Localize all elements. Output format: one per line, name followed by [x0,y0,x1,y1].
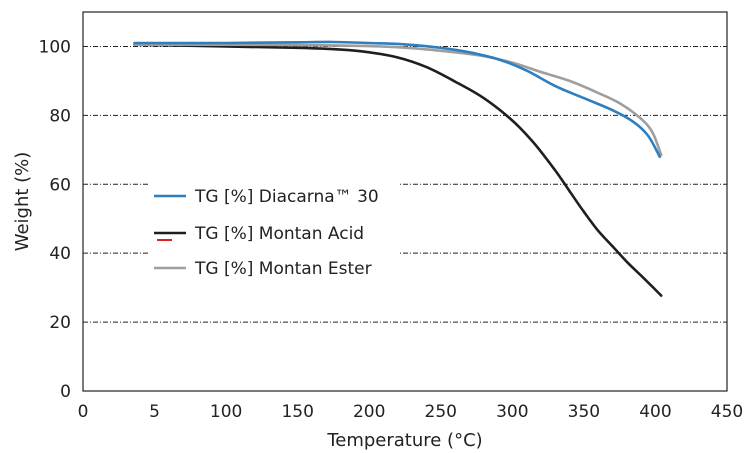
x-axis-label: Temperature (°C) [326,430,482,451]
x-tick-label: 150 [281,402,313,422]
legend-label: TG [%] Diacarna™ 30 [194,187,379,207]
legend-label: TG [%] Montan Acid [194,224,364,244]
legend-item: TG [%] Diacarna™ 30 [154,187,379,207]
x-tick-label: 250 [425,402,457,422]
legend-item: TG [%] Montan Acid [154,224,364,244]
series-lines [133,40,663,297]
x-tick-label: 200 [353,402,385,422]
y-tick-label: 20 [49,313,71,333]
legend-label: TG [%] Montan Ester [194,259,372,279]
series-diacarna-30 [133,40,661,158]
x-axis-ticks: 0 5 100 150 200 250 300 350 400 450 [78,402,744,422]
x-tick-label: 450 [711,402,743,422]
legend-item: TG [%] Montan Ester [154,259,372,279]
y-tick-label: 60 [49,175,71,195]
y-axis-label: Weight (%) [12,152,33,252]
x-tick-label: 0 [78,402,89,422]
y-tick-label: 100 [39,37,71,57]
y-tick-label: 0 [60,382,71,402]
x-tick-label: 5 [149,402,160,422]
x-tick-label: 350 [568,402,600,422]
legend: TG [%] Diacarna™ 30 TG [%] Montan Acid TG … [148,178,398,288]
x-tick-label: 400 [639,402,671,422]
y-tick-label: 40 [49,244,71,264]
y-axis-ticks: 0 20 40 60 80 100 [39,37,71,402]
x-tick-label: 300 [496,402,528,422]
plot-frame [82,11,728,392]
x-tick-label: 100 [210,402,242,422]
legend-background [148,178,398,288]
y-tick-label: 80 [49,106,71,126]
series-montan-acid [133,43,663,297]
series-montan-ester [133,43,663,157]
